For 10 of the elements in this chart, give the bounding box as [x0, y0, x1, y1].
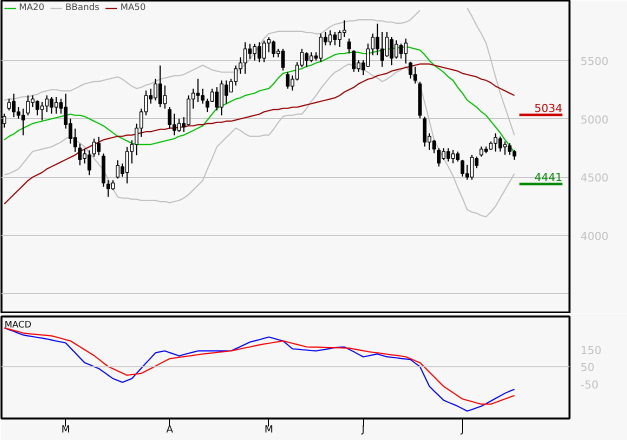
candlestick [96, 136, 101, 156]
x-tick-label: M [264, 424, 274, 436]
legend-label: MA50 [120, 3, 146, 13]
candlestick [347, 38, 351, 54]
legend-label: MA20 [19, 3, 44, 13]
ref-line-label: 5034 [534, 102, 562, 115]
ref-line-label: 4441 [534, 170, 562, 184]
legend-label: BBands [65, 3, 100, 13]
x-tick-label: M [61, 424, 70, 436]
chart-title: MACD [4, 320, 32, 330]
